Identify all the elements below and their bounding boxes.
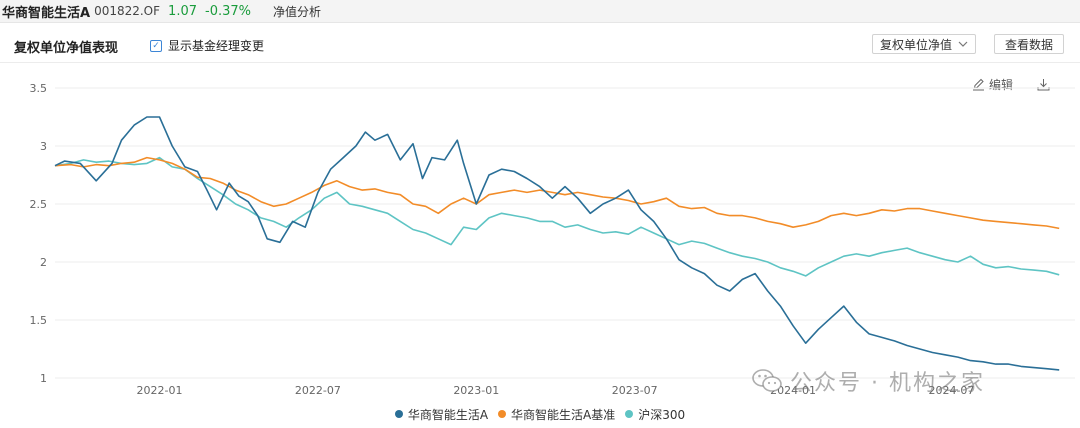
checkbox-checked-icon[interactable]: ✓ [150, 39, 162, 52]
legend-item-fund[interactable]: 华商智能生活A [394, 406, 489, 423]
y-tick-label: 3.5 [30, 82, 48, 95]
series-line-1 [54, 156, 1060, 230]
panel-header: 复权单位净值表现 ✓ 显示基金经理变更 复权单位净值 查看数据 [0, 28, 1080, 63]
legend-dot [625, 410, 634, 418]
x-axis: 2022-01 2022-07 2023-01 2023-07 2024-01 2024-… [137, 384, 975, 397]
x-tick-label: 2023-07 [612, 384, 658, 397]
y-axis: 1 1.5 2 2.5 3 3.5 [30, 82, 48, 385]
x-tick-label: 2022-07 [295, 384, 341, 397]
x-tick-label: 2022-01 [137, 384, 183, 397]
y-tick-label: 2.5 [30, 198, 48, 211]
legend-dot [394, 410, 403, 418]
watermark: 公众号 · 机构之家 [752, 365, 985, 397]
fund-code: 001822.OF [94, 4, 161, 18]
legend-label: 华商智能生活A [407, 407, 489, 422]
nav-value: 1.07 [168, 3, 197, 19]
y-tick-label: 1 [40, 372, 47, 385]
nav-type-select[interactable]: 复权单位净值 [872, 34, 976, 54]
x-tick-label: 2024-07 [928, 384, 974, 397]
chart-lines [54, 116, 1060, 371]
y-tick-label: 2 [40, 256, 47, 269]
x-tick-label: 2023-01 [453, 384, 499, 397]
legend-item-csi300[interactable]: 沪深300 [625, 406, 685, 423]
tab-nav-analysis[interactable]: 净值分析 [273, 4, 322, 19]
top-bar: 华商智能生活A 001822.OF 1.07 -0.37% 净值分析 [0, 0, 1080, 23]
chart-legend: 华商智能生活A 华商智能生活A基准 沪深300 [0, 405, 1080, 423]
legend-label: 沪深300 [638, 407, 686, 422]
y-tick-label: 3 [40, 140, 47, 153]
nav-change: -0.37% [205, 3, 251, 19]
legend-item-benchmark[interactable]: 华商智能生活A基准 [498, 406, 615, 423]
series-line-2 [54, 156, 1060, 277]
legend-label: 华商智能生活A基准 [511, 407, 616, 422]
show-manager-change-toggle[interactable]: ✓ 显示基金经理变更 [150, 37, 264, 54]
panel-title: 复权单位净值表现 [14, 41, 119, 56]
chart-grid [55, 87, 1075, 379]
chevron-down-icon [958, 36, 968, 55]
series-line-0 [54, 116, 1060, 371]
fund-name: 华商智能生活A [2, 5, 91, 21]
y-tick-label: 1.5 [30, 314, 48, 327]
select-value: 复权单位净值 [880, 37, 953, 52]
x-tick-label: 2024-01 [770, 384, 816, 397]
view-data-button[interactable]: 查看数据 [994, 34, 1064, 54]
nav-chart: 1 1.5 2 2.5 3 3.5 2022-01 2022-07 2023-01 2023-0… [30, 82, 1075, 397]
wechat-icon [752, 368, 782, 394]
toggle-label: 显示基金经理变更 [168, 39, 265, 53]
legend-dot [498, 410, 507, 418]
watermark-text: 公众号 · 机构之家 [790, 371, 985, 396]
